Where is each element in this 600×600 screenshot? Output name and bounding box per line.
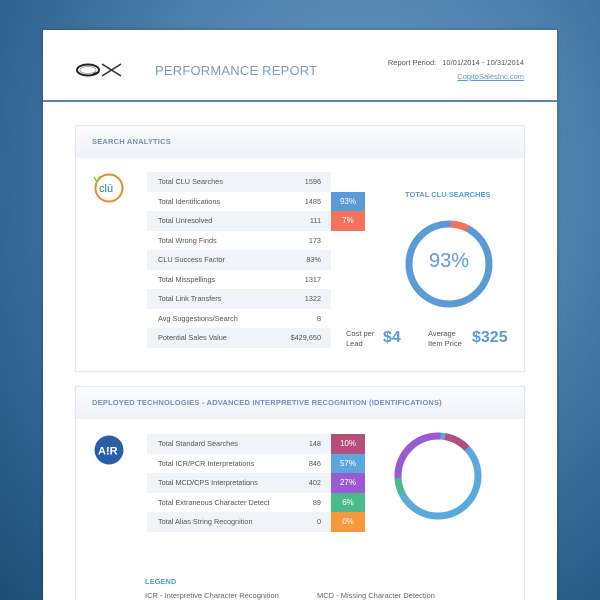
row-label: Potential Sales Value xyxy=(158,333,227,343)
card-title: SEARCH ANALYTICS xyxy=(76,126,524,158)
legend-title: LEGEND xyxy=(145,577,177,586)
table-row: Total Identifications 1485 xyxy=(147,192,331,212)
row-label: Total Wrong Finds xyxy=(158,235,217,245)
report-page: PERFORMANCE REPORT Report Period: 10/01/2… xyxy=(43,30,557,600)
row-value: 1322 xyxy=(304,294,321,304)
table-row: Total ICR/PCR Interpretations 846 xyxy=(147,454,331,474)
extraneous-pct-badge: 6% xyxy=(331,492,365,512)
table-row: Total Extraneous Character Detect 89 xyxy=(147,493,331,513)
cost-per-lead-value: $4 xyxy=(383,329,401,346)
row-value: 148 xyxy=(308,439,321,449)
row-value: 8 xyxy=(316,313,321,323)
report-header: PERFORMANCE REPORT Report Period: 10/01/2… xyxy=(43,30,557,102)
clu-donut-chart xyxy=(405,220,493,308)
row-label: Total Identifications xyxy=(158,196,221,206)
mcd-cps-pct-badge: 27% xyxy=(331,473,365,493)
svg-text:clū: clū xyxy=(99,183,113,195)
table-row: Total Unresolved 111 xyxy=(147,211,331,231)
row-value: 846 xyxy=(308,458,321,468)
icr-pcr-pct-badge: 57% xyxy=(331,453,365,473)
table-row: Total Alias String Recognition 0 xyxy=(147,512,331,532)
row-label: Avg Suggestions/Search xyxy=(158,313,238,323)
card-title: DEPLOYED TECHNOLOGIES - ADVANCED INTERPR… xyxy=(76,387,524,419)
table-row: Avg Suggestions/Search 8 xyxy=(147,309,331,329)
avg-item-price-label: Average Item Price xyxy=(428,329,462,348)
row-label: Total Link Transfers xyxy=(158,294,222,304)
row-value: 1596 xyxy=(304,177,321,187)
row-value: 0 xyxy=(316,517,321,527)
report-period: Report Period: 10/01/2014 - 10/31/2014 xyxy=(388,58,524,67)
row-label: Total MCD/CPS Interpretations xyxy=(158,478,258,488)
legend-item: ICR - Interpretive Character Recognition xyxy=(145,591,279,600)
qx-logo xyxy=(76,63,122,77)
row-value: 89 xyxy=(312,497,321,507)
table-row: Total Misspellings 1317 xyxy=(147,270,331,290)
row-label: Total Extraneous Character Detect xyxy=(158,497,270,507)
row-value: 1485 xyxy=(304,196,321,206)
deployed-table: Total Standard Searches 148 Total ICR/PCR… xyxy=(147,434,331,532)
page-title: PERFORMANCE REPORT xyxy=(155,63,318,78)
avg-item-price-value: $325 xyxy=(472,329,508,346)
row-value: 1317 xyxy=(304,274,321,284)
table-row: Total CLU Searches 1596 xyxy=(147,172,331,192)
unresolved-pct-badge: 7% xyxy=(331,211,365,231)
period-label: Report Period: xyxy=(387,58,437,67)
donut-center-label: 93% xyxy=(428,250,470,272)
air-donut-chart xyxy=(394,432,482,520)
alias-pct-badge: 0% xyxy=(331,512,365,532)
row-label: Total Alias String Recognition xyxy=(158,517,253,527)
table-row: Total Wrong Finds 173 xyxy=(147,231,331,251)
svg-text:A!R: A!R xyxy=(98,446,118,458)
period-value: 10/01/2014 - 10/31/2014 xyxy=(442,58,524,67)
table-row: CLU Success Factor 83% xyxy=(147,250,331,270)
row-value: 83% xyxy=(306,255,321,265)
site-link[interactable]: CogitoSalesInc.com xyxy=(457,72,524,81)
row-value: $429,650 xyxy=(290,333,321,343)
row-label: CLU Success Factor xyxy=(158,255,225,265)
search-analytics-table: Total CLU Searches 1596 Total Identificat… xyxy=(147,172,331,348)
row-value: 402 xyxy=(308,478,321,488)
row-label: Total Standard Searches xyxy=(158,439,238,449)
air-logo-icon: A!R xyxy=(94,435,124,465)
row-label: Total Unresolved xyxy=(158,216,213,226)
legend-item: MCD - Missing Character Detection xyxy=(317,591,435,600)
cost-per-lead-label: Cost per Lead xyxy=(346,329,375,348)
chart-title: TOTAL CLU SEARCHES xyxy=(405,190,491,199)
deployed-technologies-card: DEPLOYED TECHNOLOGIES - ADVANCED INTERPR… xyxy=(75,386,525,600)
standard-pct-badge: 10% xyxy=(331,434,365,454)
row-value: 111 xyxy=(309,216,321,226)
row-label: Total ICR/PCR Interpretations xyxy=(158,458,255,468)
table-row: Total MCD/CPS Interpretations 402 xyxy=(147,473,331,493)
identifications-pct-badge: 93% xyxy=(331,191,365,211)
search-analytics-card: SEARCH ANALYTICS clū Total CLU Searches 1… xyxy=(75,125,525,372)
row-label: Total Misspellings xyxy=(158,274,216,284)
row-value: 173 xyxy=(308,235,321,245)
clu-logo-icon: clū xyxy=(93,173,124,203)
table-row: Total Standard Searches 148 xyxy=(147,434,331,454)
table-row: Potential Sales Value $429,650 xyxy=(147,328,331,348)
table-row: Total Link Transfers 1322 xyxy=(147,289,331,309)
row-label: Total CLU Searches xyxy=(158,177,223,187)
